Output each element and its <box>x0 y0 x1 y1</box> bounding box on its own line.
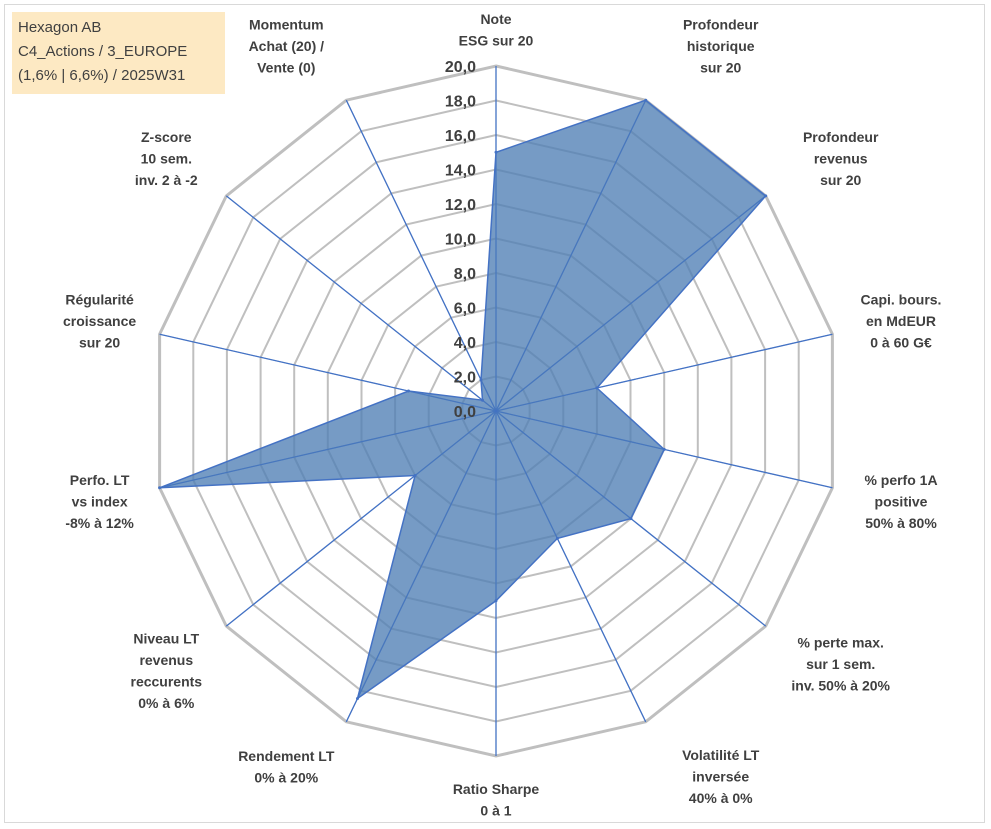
axis-label-line: 0 à 1 <box>480 803 511 819</box>
axis-label: Profondeur revenus sur 20 <box>803 129 879 188</box>
axis-label-line: croissance <box>63 313 136 329</box>
axis-label-line: positive <box>875 493 928 509</box>
axis-spoke-overlay <box>495 195 767 412</box>
tick-label: 2,0 <box>454 370 476 387</box>
axis-label-line: Rendement LT <box>238 748 335 764</box>
axis-label: Niveau LT revenus reccurents 0% à 6% <box>131 630 203 711</box>
axis-label: % perte max. sur 1 sem. inv. 50% à 20% <box>791 634 890 693</box>
axis-label-line: Z-score <box>141 129 192 145</box>
data-point <box>644 98 648 102</box>
data-point <box>494 150 498 154</box>
info-company-name: Hexagon AB <box>18 19 102 36</box>
axis-label-line: inv. 50% à 20% <box>791 677 890 693</box>
info-stats-week: (1,6% | 6,6%) / 2025W31 <box>18 67 186 84</box>
axis-label: Régularité croissance sur 20 <box>63 292 136 351</box>
radar-tick-labels: 0,0 2,0 4,0 6,0 8,0 10,0 12,0 14,0 16,0 18,0 20,0 <box>445 59 476 421</box>
axis-label-line: Régularité <box>65 292 134 308</box>
axis-label-line: vs index <box>72 493 128 509</box>
data-point <box>356 697 359 700</box>
data-point <box>481 398 484 402</box>
axis-label-line: 40% à 0% <box>689 790 753 806</box>
axis-label-line: Vente (0) <box>257 60 315 76</box>
axis-label-line: -8% à 12% <box>65 515 134 531</box>
axis-label-line: Capi. bours. <box>861 292 942 308</box>
data-point <box>407 389 410 393</box>
axis-label-line: inv. 2 à -2 <box>135 172 198 188</box>
data-point <box>595 386 599 390</box>
tick-label: 14,0 <box>445 163 476 180</box>
axis-label-line: Ratio Sharpe <box>453 781 540 797</box>
axis-label-line: Momentum <box>249 17 324 33</box>
axis-label-line: 10 sem. <box>141 151 192 167</box>
axis-label-line: Achat (20) / <box>249 38 325 54</box>
axis-label: Ratio Sharpe 0 à 1 <box>453 781 540 819</box>
axis-label-line: Note <box>480 11 511 27</box>
tick-label: 10,0 <box>445 232 476 249</box>
axis-spoke-overlay <box>159 333 497 412</box>
axis-label-line: en MdEUR <box>866 313 936 329</box>
axis-spoke-overlay <box>495 333 833 412</box>
axis-label: Note ESG sur 20 <box>459 11 534 49</box>
axis-label-line: reccurents <box>131 673 203 689</box>
tick-label: 16,0 <box>445 128 476 145</box>
info-box: Hexagon AB C4_Actions / 3_EUROPE (1,6% |… <box>12 12 225 94</box>
axis-label-line: sur 20 <box>700 60 741 76</box>
axis-spoke-overlay <box>225 195 497 412</box>
info-category: C4_Actions / 3_EUROPE <box>18 43 188 60</box>
tick-label: 12,0 <box>445 197 476 214</box>
radar-axis-labels: Note ESG sur 20 Profondeur historique sur 20… <box>63 11 941 819</box>
data-point <box>764 194 768 198</box>
axis-label: Profondeur historique sur 20 <box>683 17 759 76</box>
axis-label-line: 0% à 6% <box>138 695 195 711</box>
axis-label: Momentum Achat (20) / Vente (0) <box>249 17 325 76</box>
axis-label-line: Profondeur <box>683 17 759 33</box>
axis-label-line: Niveau LT <box>133 630 199 646</box>
tick-label: 6,0 <box>454 301 476 318</box>
axis-spoke-overlay <box>159 410 497 489</box>
axis-label-line: sur 1 sem. <box>806 656 875 672</box>
axis-label: Volatilité LT inversée 40% à 0% <box>682 747 760 806</box>
axis-spoke-overlay <box>495 99 647 412</box>
axis-label-line: revenus <box>814 151 868 167</box>
axis-label-line: Perfo. LT <box>70 472 130 488</box>
data-point <box>413 474 417 477</box>
axis-label: Capi. bours. en MdEUR 0 à 60 G€ <box>861 292 942 351</box>
axis-label-line: historique <box>687 38 755 54</box>
axis-spoke-overlay <box>495 410 647 723</box>
axis-label-line: 50% à 80% <box>865 515 937 531</box>
tick-label: 18,0 <box>445 94 476 111</box>
data-point <box>479 378 483 382</box>
axis-label-line: 0% à 20% <box>254 769 318 785</box>
data-point <box>629 517 633 521</box>
series-area <box>159 99 767 701</box>
axis-label-line: Profondeur <box>803 129 879 145</box>
axis-label: % perfo 1A positive 50% à 80% <box>864 472 937 531</box>
axis-label: Perfo. LT vs index -8% à 12% <box>65 472 134 531</box>
data-point <box>555 536 559 540</box>
axis-label-line: 0 à 60 G€ <box>870 335 932 351</box>
axis-label-line: inversée <box>692 768 749 784</box>
axis-spoke-overlay <box>225 410 497 627</box>
axis-label-line: revenus <box>139 652 193 668</box>
axis-label-line: % perfo 1A <box>864 472 937 488</box>
radar-series <box>158 66 833 756</box>
data-point <box>662 447 666 451</box>
tick-label: 4,0 <box>454 335 476 352</box>
data-point <box>494 599 498 603</box>
axis-label: Z-score 10 sem. inv. 2 à -2 <box>135 129 198 188</box>
axis-label-line: Volatilité LT <box>682 747 760 763</box>
axis-label-line: sur 20 <box>79 335 120 351</box>
tick-label: 8,0 <box>454 266 476 283</box>
axis-label: Rendement LT 0% à 20% <box>238 748 335 786</box>
axis-label-line: ESG sur 20 <box>459 33 534 49</box>
tick-label: 0,0 <box>454 404 476 421</box>
axis-spoke-overlay <box>345 99 497 412</box>
axis-label-line: % perte max. <box>798 634 884 650</box>
axis-spoke-overlay <box>345 410 497 723</box>
axis-label-line: sur 20 <box>820 172 861 188</box>
data-point <box>158 486 162 490</box>
tick-label: 20,0 <box>445 59 476 76</box>
